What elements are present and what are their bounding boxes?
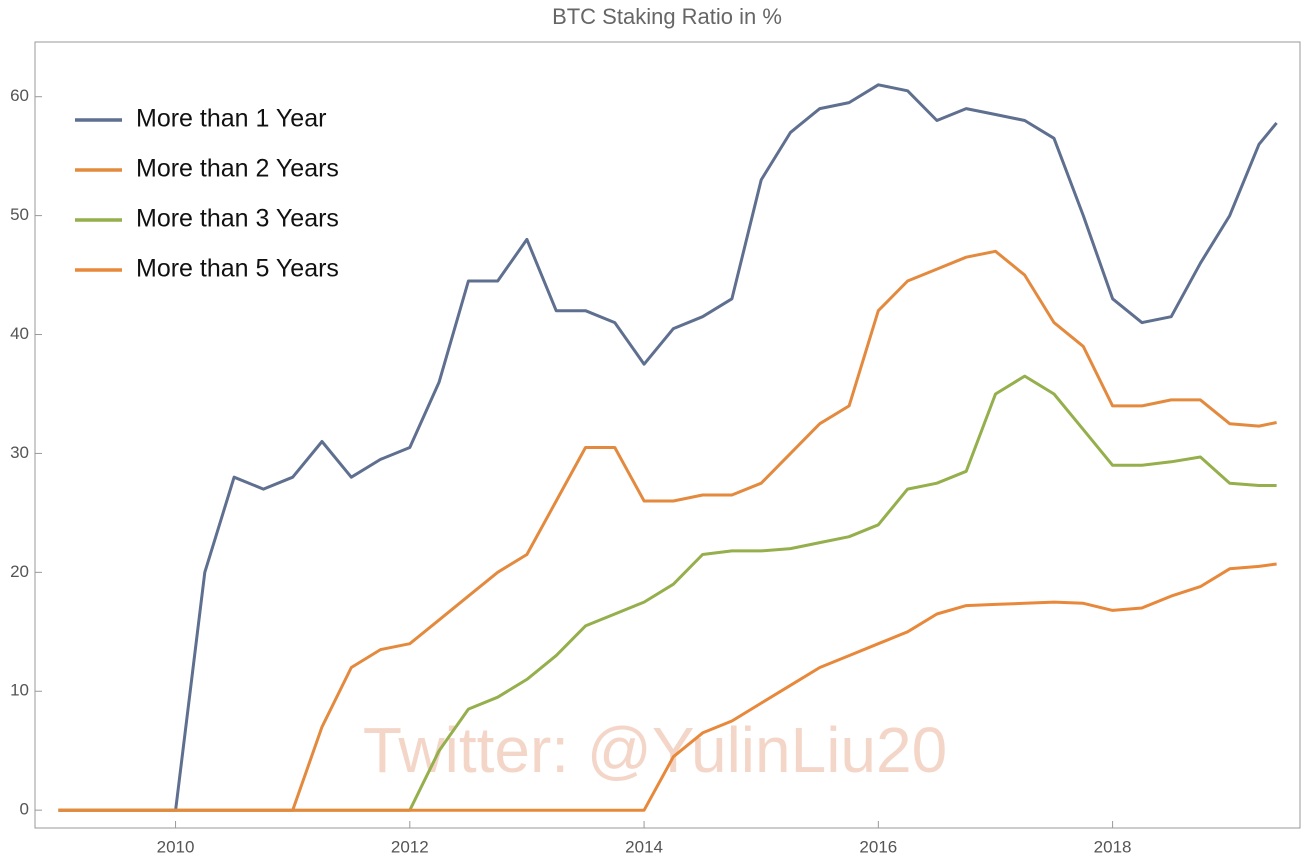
- x-tick-label: 2014: [625, 837, 663, 856]
- y-tick-label: 30: [10, 443, 29, 462]
- x-tick-label: 2016: [859, 837, 897, 856]
- y-tick-label: 40: [10, 324, 29, 343]
- chart-title: BTC Staking Ratio in %: [552, 4, 782, 29]
- y-tick-label: 20: [10, 562, 29, 581]
- y-tick-label: 10: [10, 681, 29, 700]
- y-tick-label: 60: [10, 86, 29, 105]
- x-tick-label: 2018: [1094, 837, 1132, 856]
- y-tick-label: 0: [20, 800, 29, 819]
- y-tick-label: 50: [10, 205, 29, 224]
- legend-label: More than 5 Years: [136, 255, 339, 283]
- x-tick-label: 2012: [391, 837, 429, 856]
- plot-frame: [34, 41, 1301, 829]
- series-line: [58, 83, 1278, 812]
- x-tick-label: 2010: [157, 837, 195, 856]
- series-line: [58, 562, 1277, 812]
- legend-label: More than 3 Years: [136, 205, 339, 233]
- legend-label: More than 2 Years: [136, 155, 339, 183]
- legend-label: More than 1 Year: [136, 105, 326, 133]
- watermark: Twitter: @YulinLiu20: [363, 714, 947, 786]
